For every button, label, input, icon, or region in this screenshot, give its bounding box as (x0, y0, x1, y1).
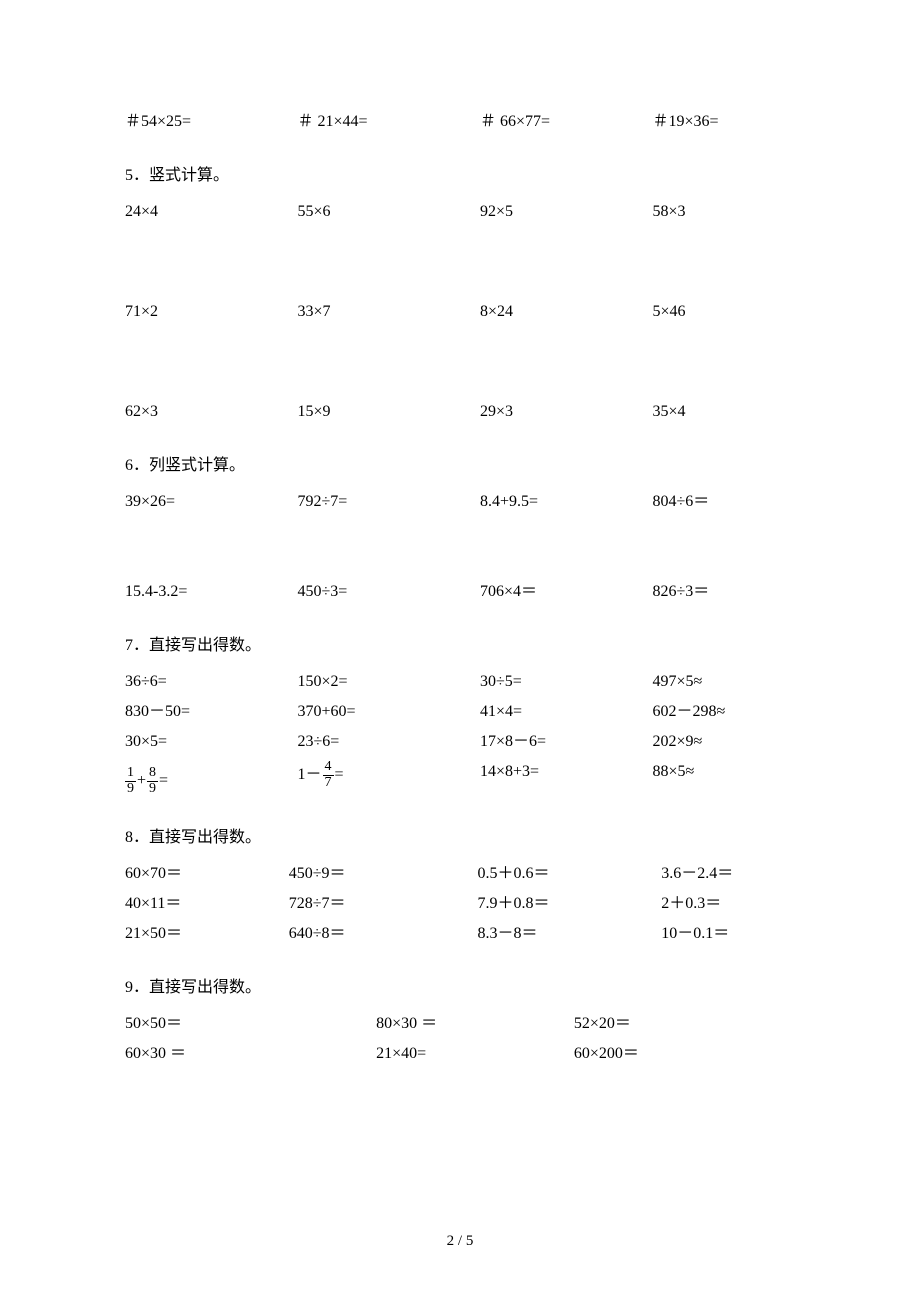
cell: 2＋0.3＝ (611, 892, 795, 916)
denominator: 9 (125, 782, 136, 797)
section-8-row: 21×50＝ 640÷8＝ 8.3－8＝ 10－0.1＝ (125, 922, 795, 946)
cell: 41×4= (440, 700, 623, 724)
cell: 39×26= (125, 490, 268, 514)
cell: 830－50= (125, 700, 268, 724)
cell: 15.4-3.2= (125, 580, 268, 604)
fraction: 4 7 (323, 760, 334, 790)
top-row: ＃54×25= ＃ 21×44= ＃ 66×77= ＃19×36= (125, 110, 795, 134)
section-6-row: 15.4-3.2= 450÷3= 706×4＝ 826÷3＝ (125, 580, 795, 604)
numerator: 4 (323, 760, 334, 776)
cell: 71×2 (125, 300, 268, 324)
denominator: 7 (323, 776, 334, 791)
cell: 30×5= (125, 730, 268, 754)
cell: 80×30 ＝ (346, 1012, 574, 1036)
lead: 1－ (298, 763, 322, 787)
cell: 450÷9＝ (259, 862, 423, 886)
cell: 50×50＝ (125, 1012, 346, 1036)
section-9-title: 9．直接写出得数。 (125, 976, 795, 1000)
cell: 0.5＋0.6＝ (423, 862, 612, 886)
cell: 150×2= (268, 670, 441, 694)
section-7-row: 30×5= 23÷6= 17×8－6= 202×9≈ (125, 730, 795, 754)
section-7-row: 830－50= 370+60= 41×4= 602－298≈ (125, 700, 795, 724)
section-8-row: 60×70＝ 450÷9＝ 0.5＋0.6＝ 3.6－2.4＝ (125, 862, 795, 886)
eq: = (159, 769, 168, 793)
section-9-row: 50×50＝ 80×30 ＝ 52×20＝ (125, 1012, 795, 1036)
section-7-frac-row: 1 9 + 8 9 = 1－ 4 7 = 14×8+3= 88×5≈ (125, 760, 795, 796)
cell: 92×5 (440, 200, 623, 224)
section-7-row: 36÷6= 150×2= 30÷5= 497×5≈ (125, 670, 795, 694)
section-6-row: 39×26= 792÷7= 8.4+9.5= 804÷6＝ (125, 490, 795, 514)
numerator: 1 (125, 766, 136, 782)
numerator: 8 (147, 766, 158, 782)
cell: 640÷8＝ (259, 922, 423, 946)
cell: ＃54×25= (125, 110, 268, 134)
cell: ＃ 66×77= (440, 110, 623, 134)
cell: 8.4+9.5= (440, 490, 623, 514)
section-6-title: 6．列竖式计算。 (125, 454, 795, 478)
cell: 21×50＝ (125, 922, 259, 946)
cell: 23÷6= (268, 730, 441, 754)
cell: 497×5≈ (623, 670, 796, 694)
section-5-row: 62×3 15×9 29×3 35×4 (125, 400, 795, 424)
cell: 21×40= (346, 1042, 574, 1066)
cell: 52×20＝ (574, 1012, 795, 1036)
cell: 14×8+3= (440, 760, 623, 796)
cell: 58×3 (623, 200, 796, 224)
cell: 60×30 ＝ (125, 1042, 346, 1066)
cell: 29×3 (440, 400, 623, 424)
cell: 40×11＝ (125, 892, 259, 916)
cell: 8×24 (440, 300, 623, 324)
section-8-row: 40×11＝ 728÷7＝ 7.9＋0.8＝ 2＋0.3＝ (125, 892, 795, 916)
cell: 60×70＝ (125, 862, 259, 886)
cell: 36÷6= (125, 670, 268, 694)
cell: 60×200＝ (574, 1042, 795, 1066)
section-7-title: 7．直接写出得数。 (125, 634, 795, 658)
cell: 55×6 (268, 200, 441, 224)
cell: ＃19×36= (623, 110, 796, 134)
section-5-row: 24×4 55×6 92×5 58×3 (125, 200, 795, 224)
cell-frac: 1 9 + 8 9 = (125, 760, 268, 796)
cell: 826÷3＝ (623, 580, 796, 604)
cell: 35×4 (623, 400, 796, 424)
section-5-title: 5．竖式计算。 (125, 164, 795, 188)
page-number: 2 / 5 (0, 1230, 920, 1253)
cell: 33×7 (268, 300, 441, 324)
cell: 450÷3= (268, 580, 441, 604)
cell: 792÷7= (268, 490, 441, 514)
section-9-row: 60×30 ＝ 21×40= 60×200＝ (125, 1042, 795, 1066)
cell: 17×8－6= (440, 730, 623, 754)
cell: 24×4 (125, 200, 268, 224)
cell: 728÷7＝ (259, 892, 423, 916)
op: + (137, 769, 146, 793)
cell: ＃ 21×44= (268, 110, 441, 134)
cell: 15×9 (268, 400, 441, 424)
spacer (125, 230, 795, 300)
cell: 3.6－2.4＝ (611, 862, 795, 886)
cell: 30÷5= (440, 670, 623, 694)
section-5-row: 71×2 33×7 8×24 5×46 (125, 300, 795, 324)
cell: 804÷6＝ (623, 490, 796, 514)
eq: = (335, 763, 344, 787)
cell: 602－298≈ (623, 700, 796, 724)
cell: 370+60= (268, 700, 441, 724)
denominator: 9 (147, 782, 158, 797)
spacer (125, 520, 795, 580)
fraction: 8 9 (147, 766, 158, 796)
cell: 88×5≈ (623, 760, 796, 796)
cell-frac: 1－ 4 7 = (268, 760, 441, 796)
cell: 62×3 (125, 400, 268, 424)
cell: 7.9＋0.8＝ (423, 892, 612, 916)
cell: 10－0.1＝ (611, 922, 795, 946)
section-8-title: 8．直接写出得数。 (125, 826, 795, 850)
fraction: 1 9 (125, 766, 136, 796)
cell: 5×46 (623, 300, 796, 324)
cell: 8.3－8＝ (423, 922, 612, 946)
cell: 706×4＝ (440, 580, 623, 604)
cell: 202×9≈ (623, 730, 796, 754)
spacer (125, 330, 795, 400)
